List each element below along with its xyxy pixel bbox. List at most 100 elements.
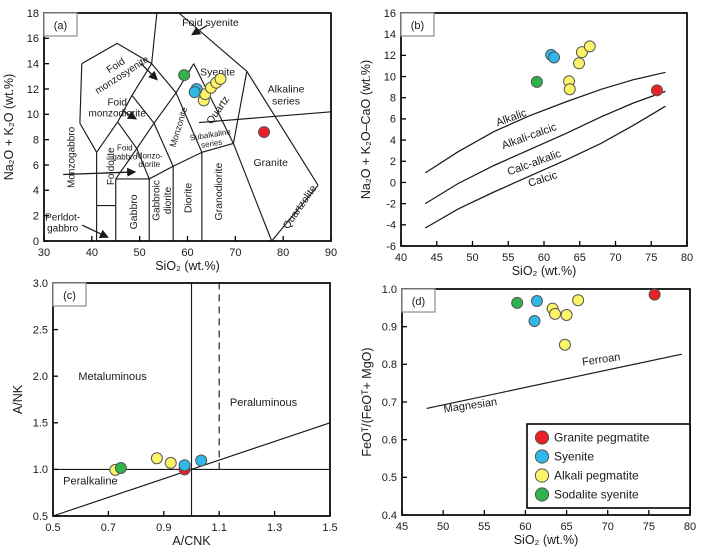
field-label: Foid monzodiorite xyxy=(89,97,147,119)
x-tick-label: 1.1 xyxy=(212,522,227,534)
point-alkali-pegmatite xyxy=(214,72,227,85)
point-alkali-pegmatite xyxy=(560,308,573,321)
field-boundary-line xyxy=(116,42,152,65)
point-alkali-pegmatite xyxy=(573,57,586,70)
panel-tag-box xyxy=(400,12,435,37)
x-tick-label: 65 xyxy=(574,252,586,264)
legend-marker-alkali-pegmatite xyxy=(534,468,550,483)
field-label: Subalkalineseries xyxy=(189,127,233,151)
legend-label: Sodalite syenite xyxy=(554,488,639,502)
x-tick-label: 0.7 xyxy=(101,522,116,534)
y-tick-label: 2 xyxy=(390,156,396,168)
y-tick-label: 10 xyxy=(27,109,39,121)
field-label: Peralkaline xyxy=(63,475,117,487)
field-boundary-line xyxy=(117,121,138,149)
y-tick-label: 2.5 xyxy=(33,324,48,336)
field-label: Ferroan xyxy=(581,351,621,368)
x-axis-title: SiO₂ (wt.%) xyxy=(155,259,220,273)
point-alkali-pegmatite xyxy=(150,452,163,465)
field-boundary-line xyxy=(81,42,118,65)
x-axis-title: SiO₂ (wt.%) xyxy=(514,533,579,547)
legend-marker-syenite xyxy=(534,449,550,464)
boundary-curve xyxy=(424,71,666,174)
legend-label: Granite pegmatite xyxy=(554,431,650,445)
field-boundary-line xyxy=(153,92,177,124)
x-tick-label: 60 xyxy=(519,521,531,533)
field-boundary-line xyxy=(178,12,248,72)
x-tick-label: 50 xyxy=(437,521,449,533)
field-boundary-line xyxy=(153,122,174,167)
plot-border xyxy=(52,282,331,517)
y-tick-label: 4 xyxy=(390,135,396,147)
x-tick-label: 40 xyxy=(86,247,98,259)
y-tick-label: 6 xyxy=(390,114,396,126)
x-tick-label: 75 xyxy=(645,252,657,264)
field-label: Gabbro xyxy=(128,194,140,229)
panel-tag: (b) xyxy=(411,20,424,32)
field-lines xyxy=(426,353,682,409)
field-label: Diorite xyxy=(183,183,195,214)
y-tick-label: 0.4 xyxy=(382,510,397,522)
x-tick-label: 55 xyxy=(478,521,490,533)
y-tick-label: 8 xyxy=(390,93,396,105)
data-points xyxy=(530,40,663,97)
y-tick-label: 0.6 xyxy=(382,434,397,446)
field-label: Alkaline series xyxy=(268,83,305,107)
y-tick-label: -4 xyxy=(386,220,396,232)
x-axis-title: A/CNK xyxy=(172,534,211,548)
x-tick-label: 50 xyxy=(466,252,478,264)
field-boundary-line xyxy=(52,422,331,517)
field-boundary-line xyxy=(201,142,234,153)
x-tick-label: 1.5 xyxy=(322,522,337,534)
panel-tag: (d) xyxy=(412,296,425,308)
field-boundary-line xyxy=(136,122,155,149)
legend-label: Alkali pegmatite xyxy=(554,469,639,483)
point-alkali-pegmatite xyxy=(572,294,585,307)
panel-tag-box xyxy=(43,12,78,37)
y-tick-label: 8 xyxy=(33,134,39,146)
point-alkali-pegmatite xyxy=(164,456,177,469)
field-boundary-line xyxy=(198,111,332,124)
field-label: Granodiorite xyxy=(213,163,225,221)
y-tick-label: 12 xyxy=(384,50,396,62)
x-tick-label: 80 xyxy=(277,247,289,259)
y-axis-title: FeOᵀ/(FeOᵀ+ MgO) xyxy=(360,347,374,456)
field-label: Peraluminous xyxy=(230,397,298,409)
y-tick-label: 0 xyxy=(390,177,396,189)
point-syenite xyxy=(548,51,561,64)
x-tick-label: 1.3 xyxy=(267,522,282,534)
point-alkali-pegmatite xyxy=(549,307,562,320)
x-tick-label: 45 xyxy=(431,252,443,264)
field-boundary-line xyxy=(151,63,177,94)
point-sodalite-syenite xyxy=(178,69,191,82)
field-boundary-line xyxy=(232,71,248,144)
field-label: Foid syenite xyxy=(182,17,239,29)
legend-marker-granite-pegmatite xyxy=(534,430,550,445)
point-alkali-pegmatite xyxy=(558,338,571,351)
y-tick-label: 4 xyxy=(33,185,39,197)
field-label-arrow xyxy=(63,167,137,177)
point-granite-pegmatite xyxy=(650,84,663,97)
panel-tag: (a) xyxy=(54,20,67,32)
x-tick-label: 55 xyxy=(502,252,514,264)
panel-tag: (c) xyxy=(63,290,76,302)
data-points xyxy=(109,452,208,476)
y-tick-label: 3.0 xyxy=(33,278,48,290)
y-tick-label: 14 xyxy=(27,58,39,70)
boundary-curve xyxy=(424,90,666,205)
x-tick-label: 80 xyxy=(684,521,696,533)
point-alkali-pegmatite xyxy=(563,83,576,96)
y-tick-label: -6 xyxy=(386,241,396,253)
point-syenite xyxy=(195,454,208,467)
x-axis-title: SiO₂ (wt.%) xyxy=(512,264,577,278)
field-boundary-line xyxy=(131,94,155,124)
field-boundary-line xyxy=(172,151,203,167)
y-tick-label: 6 xyxy=(33,160,39,172)
field-boundary-line xyxy=(246,70,319,186)
field-boundary-line xyxy=(426,353,682,409)
panel-tag-box xyxy=(401,288,436,313)
y-tick-label: 0.9 xyxy=(382,321,397,333)
y-tick-label: 1.0 xyxy=(382,284,397,296)
